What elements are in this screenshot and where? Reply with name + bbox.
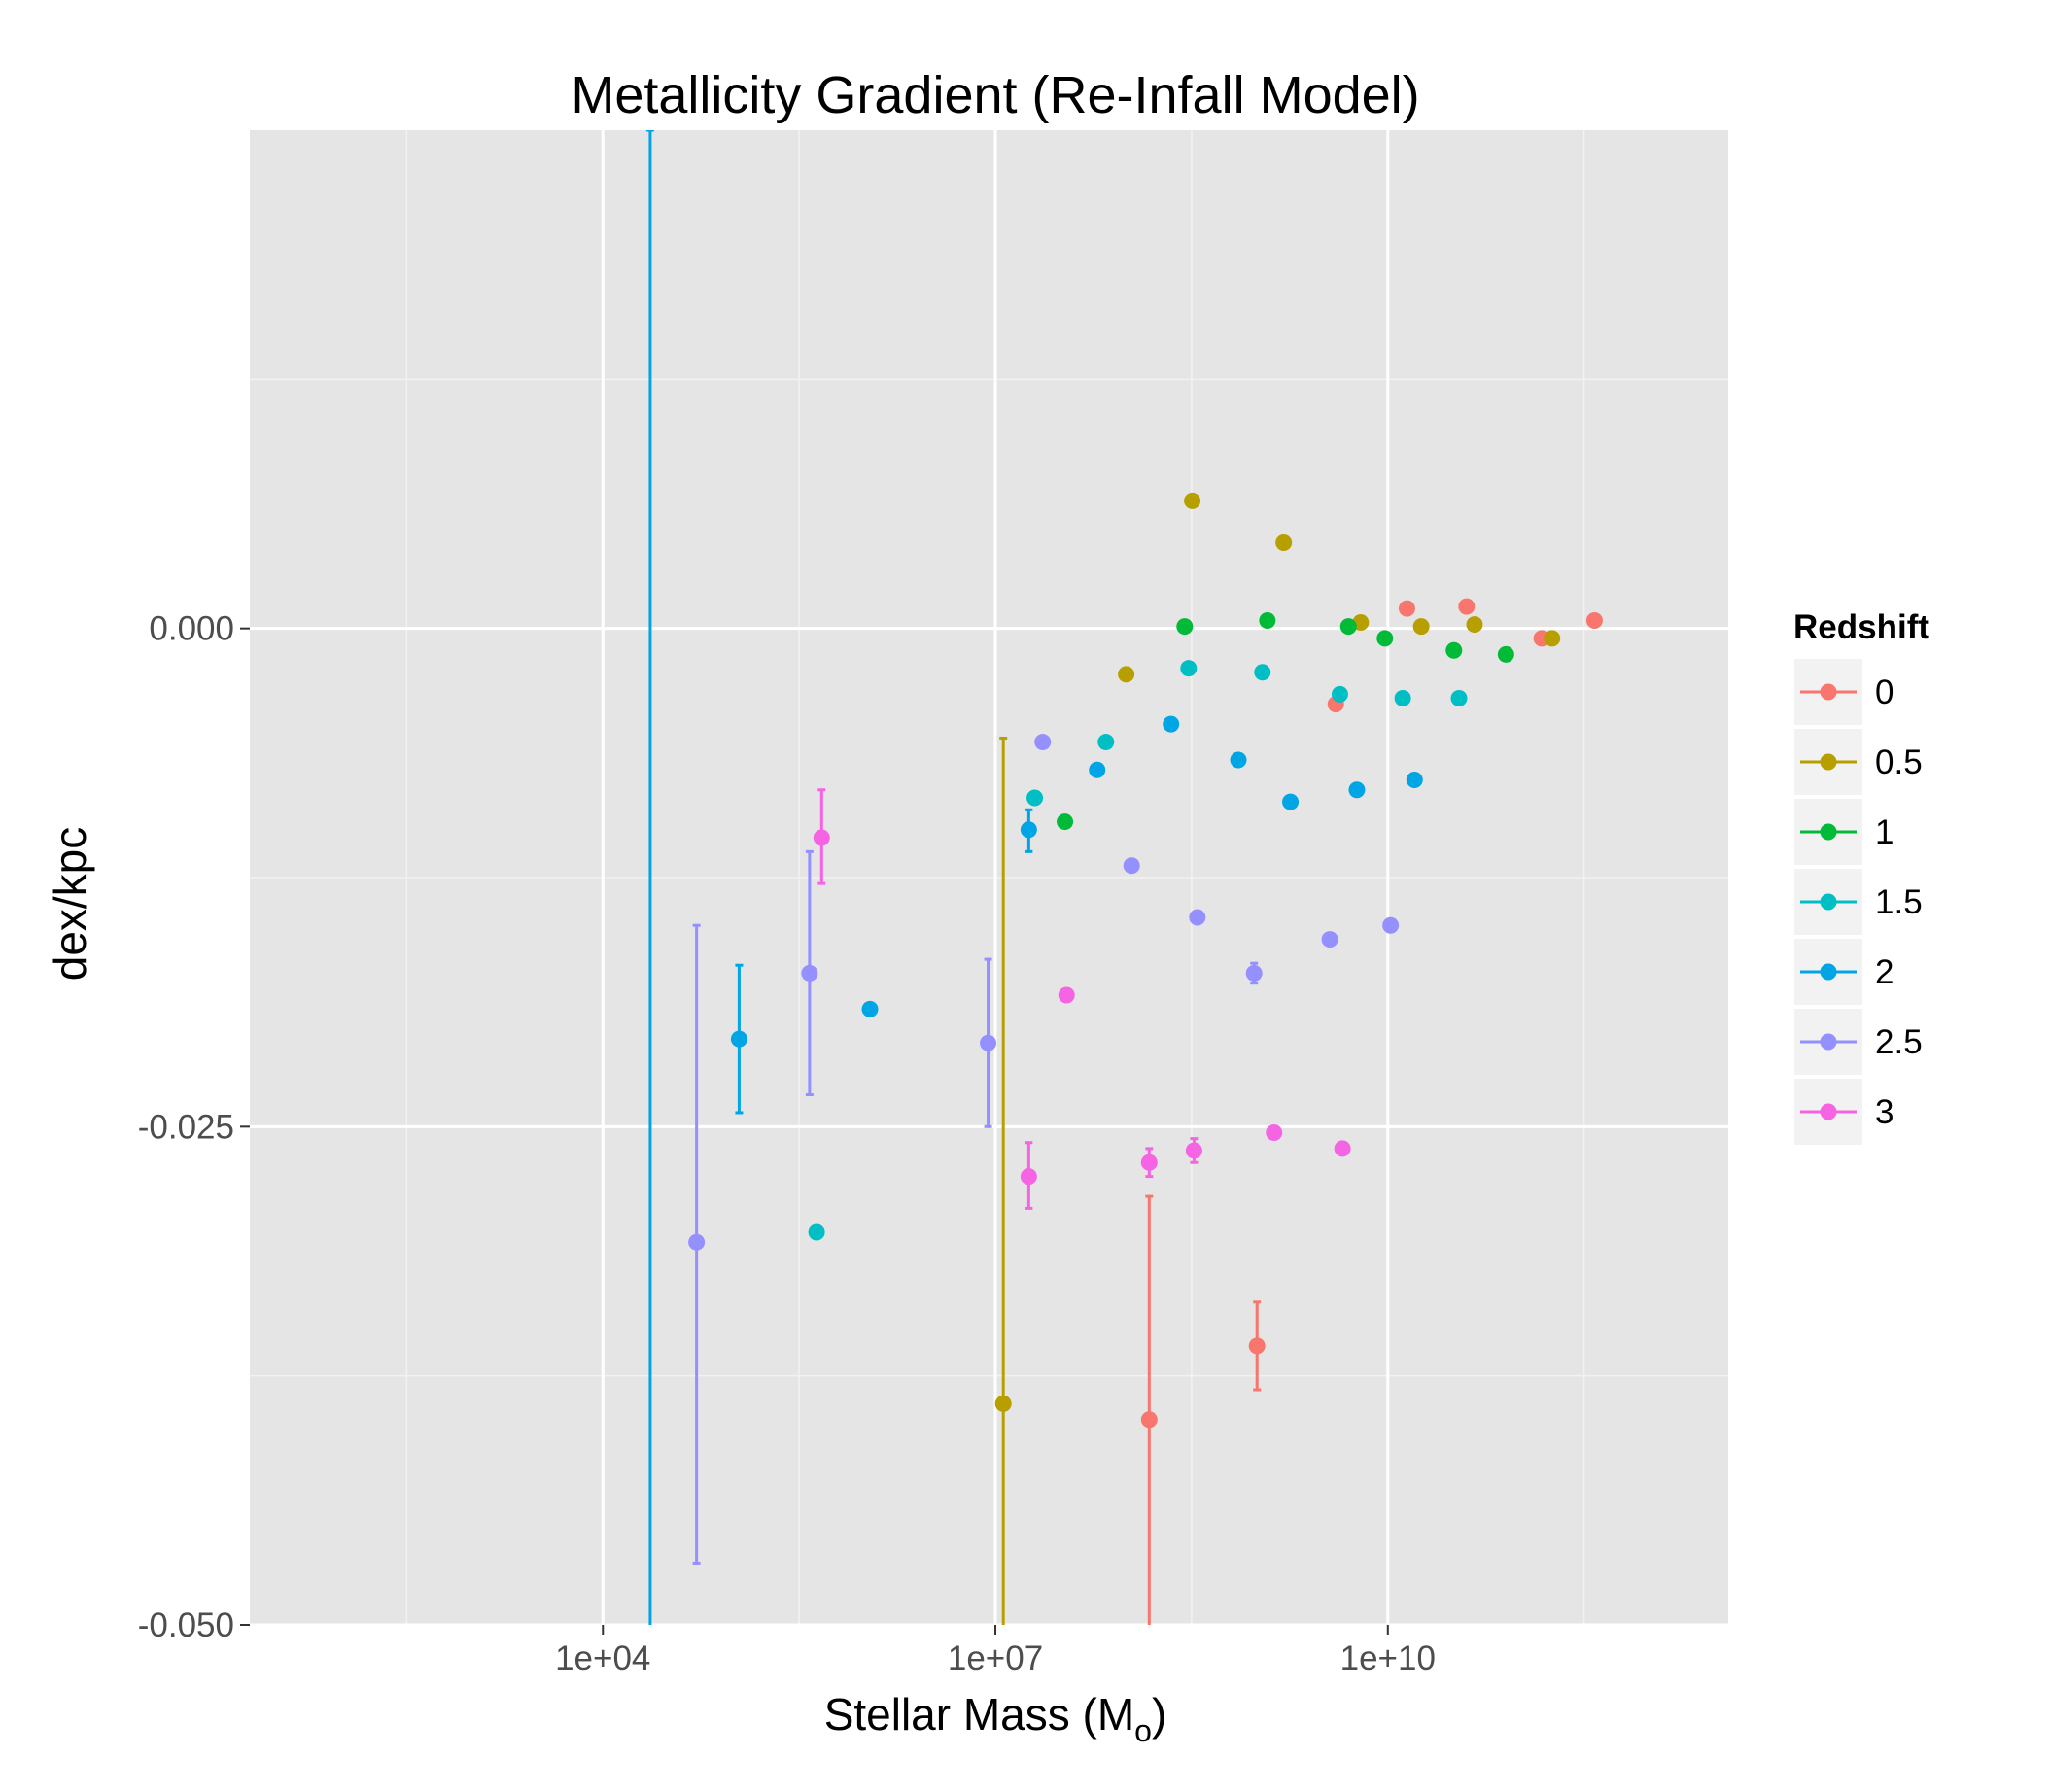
data-point bbox=[1466, 616, 1483, 634]
data-point bbox=[1394, 689, 1411, 706]
data-point bbox=[1248, 1337, 1266, 1355]
data-point bbox=[1585, 611, 1603, 629]
data-point bbox=[1118, 666, 1135, 683]
legend-key-point bbox=[1820, 963, 1837, 981]
data-point bbox=[1348, 781, 1366, 799]
data-point bbox=[980, 1034, 997, 1051]
grid-minor bbox=[250, 130, 1728, 1625]
legend-key-point bbox=[1820, 893, 1837, 911]
data-point bbox=[1097, 734, 1115, 751]
series-3 bbox=[813, 788, 1351, 1210]
legend-key-point bbox=[1820, 823, 1837, 841]
legend-key-point bbox=[1820, 753, 1837, 771]
legend-label: 2 bbox=[1875, 953, 1894, 991]
x-axis-title-main: Stellar Mass (M bbox=[824, 1689, 1134, 1740]
series-2 bbox=[645, 130, 1423, 1625]
chart-title: Metallicity Gradient (Re-Infall Model) bbox=[571, 66, 1419, 124]
y-tick-label: -0.050 bbox=[138, 1606, 234, 1644]
data-point bbox=[801, 964, 818, 982]
data-marks bbox=[645, 130, 1603, 1625]
legend-label: 0.5 bbox=[1875, 743, 1923, 781]
legend-key-point bbox=[1820, 1103, 1837, 1120]
y-tick-label: 0.000 bbox=[149, 610, 234, 648]
legend-label: 0 bbox=[1875, 673, 1894, 711]
x-axis-title-close: ) bbox=[1152, 1689, 1166, 1740]
x-tick-label: 1e+10 bbox=[1340, 1639, 1436, 1677]
series-1.5 bbox=[808, 660, 1468, 1241]
x-tick-label: 1e+04 bbox=[555, 1639, 650, 1677]
data-point bbox=[1184, 492, 1201, 509]
data-point bbox=[1026, 789, 1044, 807]
data-point bbox=[1412, 618, 1430, 636]
data-point bbox=[1266, 1123, 1283, 1141]
legend-key-point bbox=[1820, 683, 1837, 701]
data-point bbox=[994, 1395, 1012, 1412]
y-tick-label: -0.025 bbox=[138, 1108, 234, 1146]
x-axis-title: Stellar Mass (Mo) bbox=[824, 1689, 1167, 1748]
data-point bbox=[1230, 751, 1247, 769]
data-point bbox=[1450, 689, 1468, 706]
data-point bbox=[1275, 534, 1293, 551]
data-point bbox=[1544, 630, 1561, 647]
data-point bbox=[1376, 630, 1394, 647]
data-point bbox=[1140, 1154, 1158, 1171]
data-point bbox=[1185, 1142, 1202, 1159]
data-point bbox=[1245, 964, 1263, 982]
data-point bbox=[1406, 772, 1423, 789]
x-axis-title-subscript: o bbox=[1134, 1713, 1152, 1748]
data-point bbox=[1445, 641, 1463, 659]
data-point bbox=[1321, 931, 1338, 948]
data-point bbox=[688, 1233, 706, 1251]
data-point bbox=[1057, 813, 1074, 831]
data-point bbox=[1254, 664, 1271, 681]
data-point bbox=[813, 829, 830, 846]
data-point bbox=[1176, 618, 1194, 636]
data-point bbox=[1020, 821, 1037, 839]
axes: 1e+04 1e+07 1e+10 0.000 -0.025 -0.050 bbox=[138, 610, 1436, 1677]
legend: Redshift 0 0.5 1 1.5 2 2.5 3 bbox=[1792, 608, 1929, 1147]
data-point bbox=[1089, 761, 1106, 778]
legend-key-point bbox=[1820, 1033, 1837, 1051]
legend-title: Redshift bbox=[1793, 608, 1929, 646]
series-1 bbox=[1057, 611, 1514, 831]
data-point bbox=[1382, 916, 1400, 934]
data-point bbox=[730, 1030, 747, 1048]
data-point bbox=[1058, 986, 1075, 1004]
data-point bbox=[1398, 600, 1415, 617]
data-point bbox=[1189, 909, 1206, 926]
data-point bbox=[1180, 660, 1198, 677]
data-point bbox=[1334, 1140, 1351, 1157]
data-point bbox=[808, 1223, 825, 1241]
data-point bbox=[1282, 793, 1300, 810]
legend-label: 2.5 bbox=[1875, 1023, 1923, 1061]
data-point bbox=[1140, 1411, 1158, 1429]
data-point bbox=[1331, 685, 1348, 703]
x-tick-label: 1e+07 bbox=[948, 1639, 1043, 1677]
data-point bbox=[1458, 598, 1476, 615]
data-point bbox=[1259, 611, 1276, 629]
data-point bbox=[1497, 645, 1514, 663]
legend-label: 3 bbox=[1875, 1093, 1894, 1131]
data-point bbox=[1020, 1168, 1037, 1186]
data-point bbox=[1034, 734, 1052, 751]
data-point bbox=[1123, 857, 1140, 875]
legend-label: 1.5 bbox=[1875, 883, 1923, 921]
series-2.5 bbox=[688, 734, 1400, 1565]
data-point bbox=[1339, 618, 1357, 636]
data-point bbox=[1163, 715, 1180, 733]
legend-label: 1 bbox=[1875, 813, 1894, 851]
y-axis-title: dex/kpc bbox=[45, 827, 95, 982]
data-point bbox=[861, 1000, 879, 1017]
